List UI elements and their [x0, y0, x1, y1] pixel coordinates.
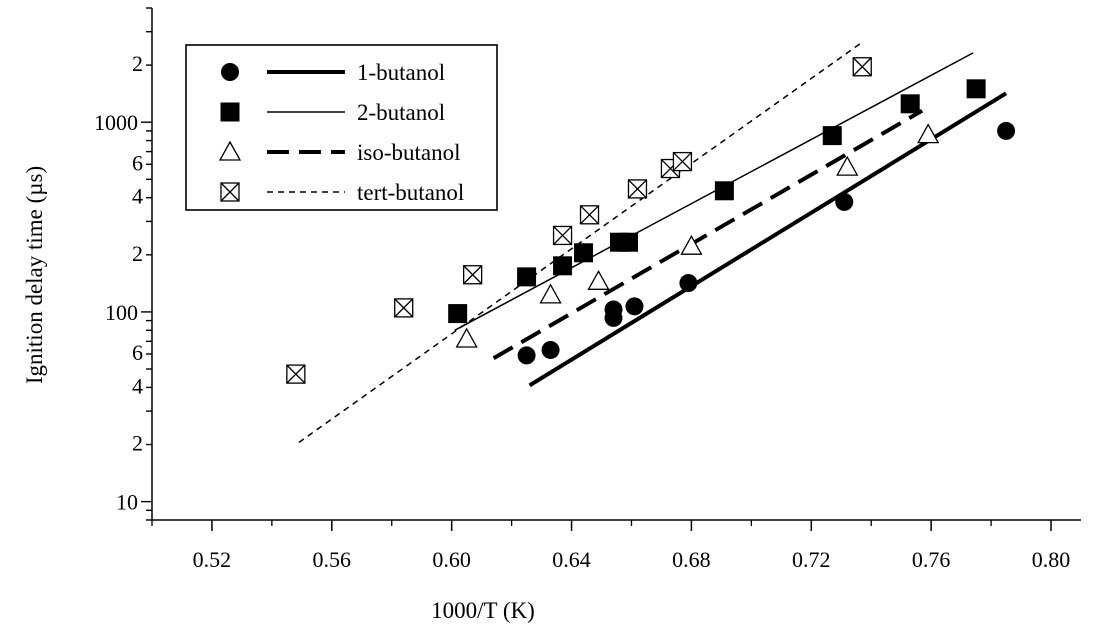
- x-tick-label: 0.68: [672, 547, 711, 572]
- y-minor-tick-label: 2: [132, 431, 143, 456]
- data-points-layer: [286, 57, 1016, 384]
- y-minor-tick-label: 4: [132, 373, 143, 398]
- bowtie-diagonal: [286, 364, 306, 384]
- y-tick-label: 100: [105, 300, 138, 325]
- data-point-square: [220, 102, 240, 122]
- y-minor-tick-label: 6: [132, 150, 143, 175]
- data-point-circle: [541, 340, 560, 359]
- x-tick-label: 0.80: [1032, 547, 1071, 572]
- bowtie-diagonal: [220, 182, 240, 202]
- fit-line-iso-butanol: [492, 108, 924, 360]
- bowtie-diagonal: [394, 298, 414, 318]
- data-point-square: [714, 181, 734, 201]
- bowtie-diagonal: [672, 152, 692, 172]
- legend: 1-butanol 2-butanol iso-butanol tert-butano…: [185, 44, 498, 211]
- bowtie-diagonal: [580, 205, 599, 225]
- bowtie-diagonal: [628, 179, 647, 199]
- bowtie-diagonal: [553, 225, 573, 245]
- data-point-square: [618, 232, 638, 252]
- legend-label-iso-butanol: iso-butanol: [357, 140, 461, 165]
- legend-label-1-butanol: 1-butanol: [357, 60, 445, 85]
- data-point-square: [966, 79, 986, 99]
- y-tick-label: 1000: [94, 110, 138, 135]
- data-point-triangle: [680, 234, 703, 255]
- data-point-triangle: [917, 123, 940, 144]
- y-tick-label: 10: [116, 490, 138, 515]
- y-minor-tick-label: 2: [132, 51, 143, 76]
- data-point-triangle: [539, 283, 562, 304]
- y-minor-tick-label: 6: [132, 340, 143, 365]
- legend-label-2-butanol: 2-butanol: [357, 100, 445, 125]
- data-point-circle: [604, 300, 623, 319]
- data-point-square: [448, 304, 468, 324]
- x-tick-label: 0.72: [792, 547, 831, 572]
- data-point-circle: [517, 346, 536, 365]
- data-point-square: [900, 94, 920, 114]
- bowtie-diagonal: [463, 265, 483, 285]
- y-minor-tick-label: 2: [132, 241, 143, 266]
- data-point-circle: [679, 274, 698, 293]
- legend-label-tert-butanol: tert-butanol: [357, 180, 464, 205]
- data-point-square: [822, 126, 842, 146]
- axes-layer: 0.52 0.56 0.60 0.64 0.68 0.72 0.76 0.80 10 100 100…: [94, 7, 1081, 572]
- data-point-triangle: [587, 269, 610, 290]
- data-point-triangle: [455, 327, 478, 348]
- data-point-triangle: [836, 155, 859, 176]
- fit-line-tert-butanol: [298, 41, 863, 444]
- x-tick-label: 0.64: [552, 547, 591, 572]
- data-point-circle: [997, 121, 1016, 140]
- data-point-circle: [835, 192, 854, 211]
- x-tick-label: 0.56: [313, 547, 352, 572]
- x-tick-label: 0.76: [912, 547, 951, 572]
- bowtie-diagonal: [852, 57, 872, 77]
- data-point-square: [517, 267, 537, 287]
- y-axis-title: Ignition delay time (µs): [22, 166, 47, 384]
- data-point-square: [574, 243, 594, 263]
- x-tick-label: 0.60: [432, 547, 471, 572]
- data-point-square: [553, 256, 573, 276]
- fit-line-2-butanol: [454, 52, 974, 331]
- x-axis-title: 1000/T (K): [431, 598, 535, 623]
- x-tick-label: 0.52: [193, 547, 232, 572]
- y-minor-tick-label: 4: [132, 184, 143, 209]
- data-point-circle: [221, 63, 239, 81]
- data-point-circle: [625, 297, 644, 316]
- data-point-triangle: [218, 140, 242, 161]
